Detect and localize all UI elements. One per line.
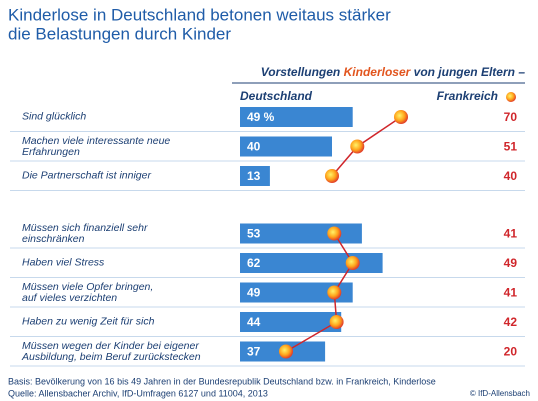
legend-label: Deutschland xyxy=(240,89,313,103)
bar xyxy=(240,312,342,332)
value-label: 37 xyxy=(247,345,261,359)
value-label: 49 xyxy=(247,286,261,300)
dot xyxy=(325,169,339,183)
bar xyxy=(240,282,353,303)
value-label: 40 xyxy=(504,169,518,183)
subtitle-part: Vorstellungen xyxy=(261,65,341,79)
value-label: 20 xyxy=(504,345,518,359)
value-label: 41 xyxy=(504,227,518,241)
footnote: Quelle: Allensbacher Archiv, IfD-Umfrage… xyxy=(8,388,268,398)
value-label: 44 xyxy=(247,315,261,329)
category-label: Sind glücklich xyxy=(22,110,87,123)
legend-label: Frankreich xyxy=(437,89,498,103)
value-label: 70 xyxy=(504,110,518,124)
value-label: 41 xyxy=(504,286,518,300)
value-label: 62 xyxy=(247,256,261,270)
value-label: 42 xyxy=(504,315,518,329)
bar xyxy=(240,107,353,127)
dot xyxy=(345,256,360,270)
value-label: 13 xyxy=(247,169,261,183)
value-label: 51 xyxy=(504,140,518,154)
dot xyxy=(327,226,342,241)
dot xyxy=(279,344,293,359)
subtitle: Vorstellungen Kinderloser von jungen Elt… xyxy=(261,65,526,79)
category-label: Müssen sich finanziell sehr einschränken xyxy=(22,221,148,245)
dot xyxy=(329,315,344,329)
value-label: 53 xyxy=(247,227,261,241)
subtitle-part: Kinderloser xyxy=(344,65,412,79)
chart-title: Kinderlose in Deutschland betonen weitau… xyxy=(8,5,391,24)
chart-title: die Belastungen durch Kinder xyxy=(8,24,231,43)
category-label: Müssen viele Opfer bringen, auf vieles v… xyxy=(22,280,154,304)
dot xyxy=(327,285,342,300)
bar xyxy=(240,253,383,273)
footnote: Basis: Bevölkerung von 16 bis 49 Jahren … xyxy=(8,376,436,386)
value-label: 49 xyxy=(504,256,518,270)
category-label: Müssen wegen der Kinder bei eigener Ausb… xyxy=(22,339,201,363)
bar xyxy=(240,166,270,186)
subtitle-part: von jungen Eltern – xyxy=(414,65,526,79)
value-label: 49 % xyxy=(247,110,275,124)
bar xyxy=(240,136,332,157)
value-label: 40 xyxy=(247,140,261,154)
category-label: Haben zu wenig Zeit für sich xyxy=(22,315,155,328)
category-label: Die Partnerschaft ist inniger xyxy=(22,169,151,182)
dot xyxy=(394,110,408,124)
legend-dot xyxy=(506,92,516,102)
category-label: Haben viel Stress xyxy=(22,256,105,269)
credit: © IfD-Allensbach xyxy=(470,389,530,398)
dot xyxy=(350,139,365,154)
category-label: Machen viele interessante neue Erfahrung… xyxy=(22,134,171,158)
